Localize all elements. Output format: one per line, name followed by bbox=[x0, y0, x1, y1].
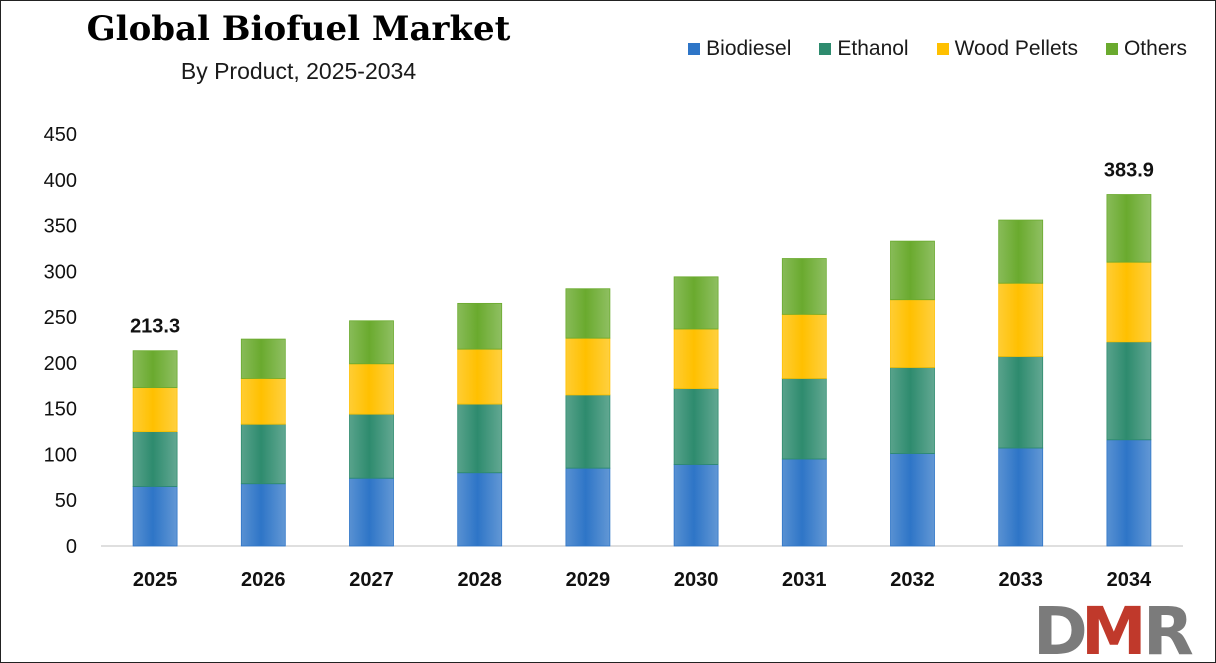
bar-segment-biodiesel bbox=[781, 458, 827, 547]
y-tick-label: 250 bbox=[44, 307, 77, 329]
bar-segment-wood-pellets bbox=[673, 328, 719, 389]
y-tick-label: 150 bbox=[44, 399, 77, 421]
bar-segment-others bbox=[890, 240, 935, 301]
bar-segment-wood-pellets bbox=[457, 348, 503, 405]
y-tick-label: 400 bbox=[44, 170, 77, 192]
total-data-label: 213.3 bbox=[130, 316, 180, 338]
bar-segment-others bbox=[457, 302, 503, 350]
x-tick-label: 2027 bbox=[349, 569, 394, 591]
bar-segment-ethanol bbox=[240, 423, 286, 485]
y-tick-label: 200 bbox=[44, 353, 77, 375]
legend-item-ethanol: Ethanol bbox=[819, 37, 909, 61]
bar-segment-wood-pellets bbox=[781, 313, 827, 379]
bar-segment-wood-pellets bbox=[240, 378, 286, 425]
y-tick-label: 100 bbox=[44, 444, 77, 466]
legend-label-ethanol: Ethanol bbox=[837, 37, 909, 60]
bar-segment-wood-pellets bbox=[998, 282, 1044, 357]
bar-segment-others bbox=[349, 320, 394, 365]
legend-label-wood-pellets: Wood Pellets bbox=[954, 37, 1078, 60]
bar-segment-ethanol bbox=[349, 413, 394, 479]
y-tick-label: 450 bbox=[44, 124, 77, 146]
total-data-label: 383.9 bbox=[1104, 160, 1154, 182]
bar-segment-ethanol bbox=[565, 394, 611, 469]
x-tick-label: 2026 bbox=[241, 569, 286, 591]
bar-segment-biodiesel bbox=[565, 467, 611, 547]
legend-swatch-wood-pellets bbox=[936, 43, 949, 55]
bar-segment-others bbox=[132, 350, 178, 389]
chart-subtitle: By Product, 2025-2034 bbox=[180, 58, 417, 84]
bar-segment-biodiesel bbox=[240, 483, 286, 547]
bar-segment-biodiesel bbox=[673, 464, 719, 547]
dmr-logo: D M R bbox=[1033, 598, 1194, 658]
bar-segment-biodiesel bbox=[890, 453, 935, 547]
bar-segment-ethanol bbox=[457, 403, 503, 474]
x-tick-label: 2031 bbox=[782, 569, 827, 591]
bar-segment-biodiesel bbox=[132, 486, 178, 547]
bar-segment-ethanol bbox=[890, 367, 935, 454]
legend-item-biodiesel: Biodiesel bbox=[688, 37, 791, 61]
legend-label-biodiesel: Biodiesel bbox=[706, 37, 792, 60]
legend-item-wood-pellets: Wood Pellets bbox=[936, 37, 1078, 61]
x-tick-label: 2034 bbox=[1107, 569, 1152, 591]
bar-segment-others bbox=[673, 276, 719, 330]
logo-letter-m: M bbox=[1081, 598, 1147, 658]
bar-segment-others bbox=[1106, 194, 1152, 263]
bar-segment-ethanol bbox=[998, 356, 1044, 449]
logo-letter-r: R bbox=[1143, 598, 1194, 658]
x-tick-label: 2032 bbox=[890, 569, 935, 591]
chart-title: Global Biofuel Market bbox=[86, 9, 511, 49]
bar-segment-ethanol bbox=[132, 431, 178, 487]
chart-legend: Biodiesel Ethanol Wood Pellets Others bbox=[688, 37, 1187, 61]
bar-segment-others bbox=[781, 258, 827, 315]
legend-item-others: Others bbox=[1105, 37, 1187, 61]
x-tick-label: 2029 bbox=[566, 569, 611, 591]
bar-segment-wood-pellets bbox=[890, 299, 935, 368]
bar-segment-wood-pellets bbox=[349, 363, 394, 415]
legend-swatch-biodiesel bbox=[688, 43, 701, 55]
x-tick-label: 2030 bbox=[674, 569, 719, 591]
bar-segment-biodiesel bbox=[349, 477, 394, 547]
bar-segment-biodiesel bbox=[1106, 439, 1152, 547]
bar-segment-ethanol bbox=[781, 378, 827, 460]
bar-segment-others bbox=[565, 288, 611, 339]
bar-segment-ethanol bbox=[673, 388, 719, 465]
y-tick-label: 300 bbox=[44, 261, 77, 283]
bar-segment-wood-pellets bbox=[565, 337, 611, 396]
y-tick-label: 50 bbox=[55, 490, 77, 512]
bar-segment-ethanol bbox=[1106, 341, 1152, 441]
bar-segment-biodiesel bbox=[998, 447, 1044, 547]
bar-segment-others bbox=[998, 219, 1044, 284]
x-tick-label: 2033 bbox=[998, 569, 1043, 591]
legend-label-others: Others bbox=[1123, 37, 1187, 60]
legend-swatch-ethanol bbox=[819, 43, 832, 55]
y-tick-label: 0 bbox=[66, 536, 77, 558]
x-tick-label: 2028 bbox=[457, 569, 502, 591]
bar-segment-wood-pellets bbox=[132, 387, 178, 432]
bar-segment-biodiesel bbox=[457, 472, 503, 547]
bar-segment-wood-pellets bbox=[1106, 261, 1152, 343]
x-tick-label: 2025 bbox=[133, 569, 178, 591]
logo-letter-d: D bbox=[1033, 598, 1088, 658]
legend-swatch-others bbox=[1105, 43, 1118, 55]
bar-segment-others bbox=[240, 338, 286, 379]
y-tick-label: 350 bbox=[44, 216, 77, 238]
